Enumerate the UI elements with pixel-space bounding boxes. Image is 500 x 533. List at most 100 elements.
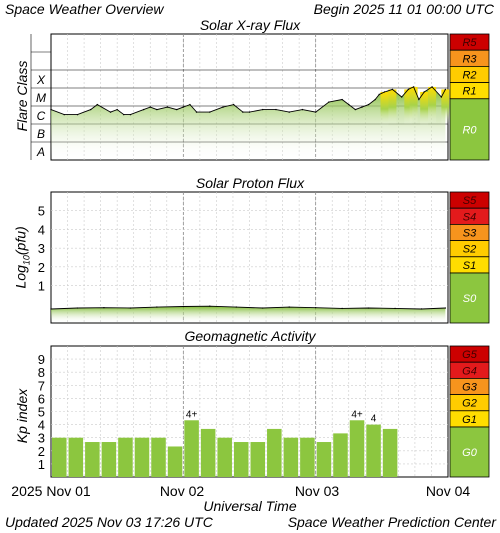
kp-ytick-1: 1 (38, 457, 45, 472)
updated-label: Updated (5, 514, 58, 530)
kp-bar (151, 437, 166, 477)
panel-0-trace-point (400, 96, 403, 98)
scale-0-label-r5: R5 (462, 37, 477, 49)
x-tick-nov01: 2025 Nov 01 (11, 483, 91, 499)
panel-0-trace-point (222, 106, 224, 108)
panel-0-trace-point (374, 98, 376, 101)
kp-bar (333, 433, 348, 477)
panel-0-trace-point (262, 108, 264, 111)
panel-0-trace-point (149, 106, 151, 108)
panel-0-trace-point (444, 88, 447, 91)
panel-0-trace-point (407, 88, 409, 91)
panel-0-flare-glow (409, 86, 418, 124)
panel-0-trace-point (166, 106, 169, 108)
kp-bar (85, 442, 100, 477)
panel-1-trace-point (129, 307, 132, 309)
kp-bar (167, 446, 183, 477)
kp-ytick-8: 8 (38, 365, 45, 380)
kp-bar (118, 437, 133, 477)
proton-ytick-5: 5 (38, 204, 45, 219)
updated-timestamp: Updated 2025 Nov 03 17:26 UTC (5, 514, 213, 530)
kp-bar (382, 428, 398, 477)
panel-1-trace-line (50, 305, 446, 310)
panel-0-trace-point (232, 103, 235, 106)
kp-bar (101, 442, 117, 477)
kp-ytick-7: 7 (38, 378, 45, 393)
proton-title: Solar Proton Flux (195, 175, 305, 191)
panel-0-trace-point (275, 108, 277, 111)
panel-0-trace-fill (51, 86, 446, 160)
panel-1-trace-point (420, 308, 423, 310)
panel-0-trace-point (142, 108, 145, 111)
xray-title: Solar X-ray Flux (199, 17, 301, 33)
panel-0-trace-point (50, 108, 52, 111)
scale-0-label-r2: R2 (462, 70, 476, 82)
x-tick-nov02: Nov 02 (159, 483, 205, 499)
kp-bar (300, 437, 315, 477)
kp-ytick-5: 5 (38, 405, 45, 420)
panel-1-trace-point (367, 307, 370, 309)
kp-bar (184, 420, 199, 477)
begin-value: 2025 11 01 00:00 UTC (353, 1, 494, 17)
panel-0-trace-point (123, 113, 125, 116)
scale-2-label-g1: G1 (462, 414, 477, 426)
proton-ytick-4: 4 (38, 222, 45, 237)
xray-level-x: X (36, 73, 46, 87)
proton-ytick-2: 2 (38, 260, 45, 275)
kp-data-label: 4+ (186, 409, 198, 420)
scale-0-band-r0 (449, 98, 490, 161)
panel-0-trace-point (423, 91, 425, 93)
kp-ytick-6: 6 (38, 391, 45, 406)
panel-1-trace-point (394, 307, 396, 310)
begin-label: Begin (313, 1, 350, 17)
panel-0-trace-point (248, 111, 251, 113)
panel-0-trace-point (412, 86, 415, 88)
panel-1-trace-fill (51, 306, 446, 323)
scale-1-label-s5: S5 (463, 195, 477, 207)
panel-1-trace-point (156, 306, 158, 308)
panel-0-trace-point (156, 108, 158, 111)
panel-0-flare-glow (380, 91, 389, 126)
panel-0-trace-point (242, 111, 244, 113)
kp-data-label: 4 (371, 414, 377, 425)
x-axis-label: Universal Time (203, 498, 297, 514)
x-tick-nov03: Nov 03 (294, 483, 340, 499)
xray-level-b: B (37, 127, 45, 141)
panel-0-flare-glow (404, 89, 413, 125)
kp-bar (134, 437, 150, 477)
kp-ytick-2: 2 (38, 444, 45, 459)
scale-0-label-r0: R0 (462, 124, 477, 136)
panel-0-trace-point (354, 108, 357, 111)
kp-ytick-4: 4 (38, 418, 45, 433)
panel-0-trace-point (301, 108, 304, 111)
panel-0-trace-point (76, 113, 79, 116)
panel-0-trace-point (63, 113, 65, 116)
scale-1-label-s0: S0 (463, 293, 477, 305)
panel-0-trace-point (341, 98, 343, 101)
kp-bar (68, 437, 84, 477)
kp-bar (267, 428, 282, 477)
panel-0-trace-point (348, 103, 350, 106)
panel-0-flare-glow (420, 91, 429, 126)
panel-0-trace-point (195, 111, 198, 113)
panel-1-trace-point (76, 307, 79, 309)
xray-level-a: A (36, 145, 45, 159)
panel-0-trace-point (209, 111, 211, 113)
panel-1-trace-point (314, 306, 317, 309)
panel-1-trace-point (235, 306, 237, 308)
scale-2-label-g5: G5 (462, 349, 478, 361)
panel-0-trace-point (440, 96, 443, 98)
proton-ytick-1: 1 (38, 279, 45, 294)
panel-0-trace-point (90, 108, 92, 111)
panel-0-trace-point (109, 111, 112, 113)
panel-0-flare-glow (388, 89, 397, 125)
kp-data-label: 4+ (351, 409, 363, 420)
scale-1-label-s2: S2 (463, 244, 476, 256)
scale-0-label-r3: R3 (462, 53, 477, 65)
kp-bar (52, 437, 67, 477)
page-title: Space Weather Overview (5, 1, 164, 17)
panel-0-trace-point (96, 103, 99, 106)
panel-1-trace-point (341, 307, 343, 310)
panel-0-trace-point (383, 91, 386, 93)
